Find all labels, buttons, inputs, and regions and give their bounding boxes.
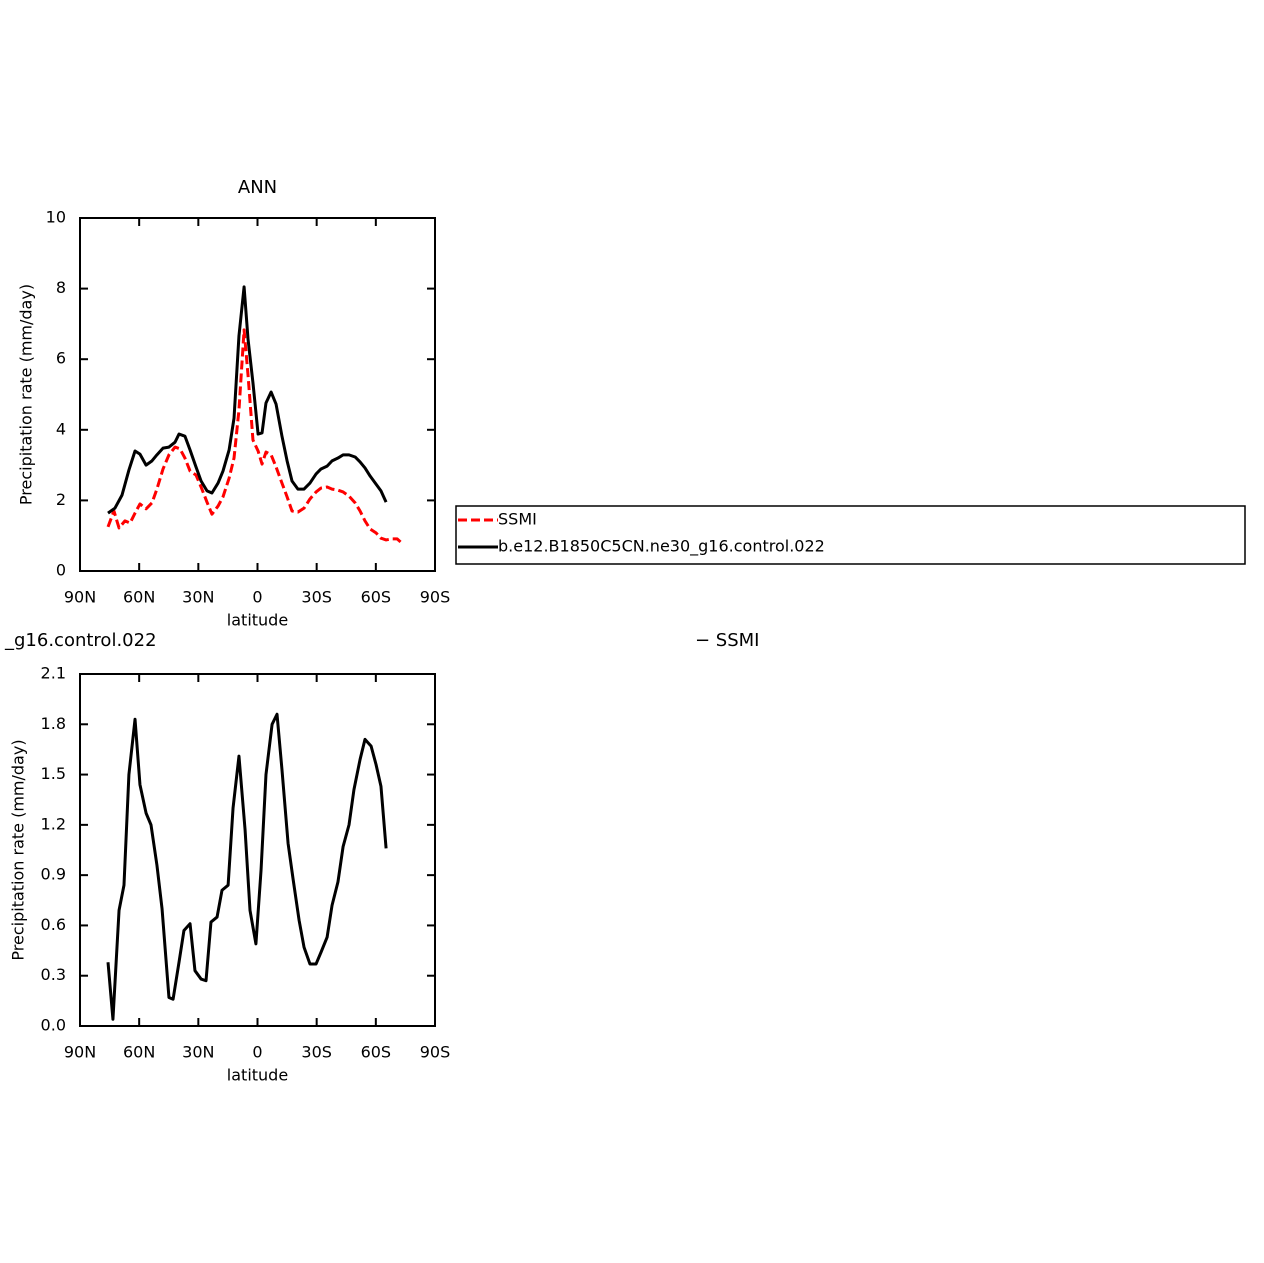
- chart-title: ANN: [238, 177, 277, 198]
- x-tick-label: 0: [252, 588, 262, 607]
- legend-label: b.e12.B1850C5CN.ne30_g16.control.022: [498, 537, 825, 557]
- data-line: [107, 285, 388, 515]
- x-tick-label: 30N: [182, 1043, 214, 1062]
- y-axis-label: Precipitation rate (mm/day): [9, 739, 28, 960]
- data-line: [106, 712, 388, 1021]
- y-tick-label: 0.9: [41, 865, 66, 884]
- x-tick-label: 60S: [361, 588, 392, 607]
- x-tick-label: 90S: [420, 1043, 451, 1062]
- x-tick-label: 30S: [301, 1043, 332, 1062]
- y-tick-label: 0.6: [41, 915, 66, 934]
- right-title: − SSMI: [695, 630, 760, 651]
- plot-frame: [79, 673, 436, 1027]
- plot-frame: [79, 217, 436, 572]
- y-tick-label: 10: [46, 208, 66, 227]
- y-tick-label: 0.0: [41, 1016, 66, 1035]
- y-tick-label: 1.8: [41, 714, 66, 733]
- x-tick-label: 30N: [182, 588, 214, 607]
- left-title: _g16.control.022: [4, 630, 157, 651]
- x-tick-label: 60S: [361, 1043, 392, 1062]
- x-axis-label: latitude: [227, 1066, 288, 1085]
- legend-box: [455, 505, 1246, 565]
- x-tick-label: 0: [252, 1043, 262, 1062]
- y-axis-label: Precipitation rate (mm/day): [17, 284, 36, 505]
- y-tick-label: 1.2: [41, 814, 66, 833]
- y-tick-label: 2.1: [41, 664, 66, 683]
- y-tick-label: 1.5: [41, 764, 66, 783]
- x-tick-label: 90N: [64, 1043, 96, 1062]
- x-tick-label: 90N: [64, 588, 96, 607]
- y-tick-label: 4: [56, 419, 66, 438]
- x-tick-label: 60N: [123, 1043, 155, 1062]
- y-tick-label: 6: [56, 349, 66, 368]
- y-tick-label: 0: [56, 561, 66, 580]
- y-tick-label: 0.3: [41, 965, 66, 984]
- x-tick-label: 60N: [123, 588, 155, 607]
- y-tick-label: 8: [56, 278, 66, 297]
- y-tick-label: 2: [56, 490, 66, 509]
- x-tick-label: 90S: [420, 588, 451, 607]
- x-axis-label: latitude: [227, 611, 288, 630]
- x-tick-label: 30S: [301, 588, 332, 607]
- legend-label: SSMI: [498, 510, 537, 529]
- data-line: [106, 328, 405, 546]
